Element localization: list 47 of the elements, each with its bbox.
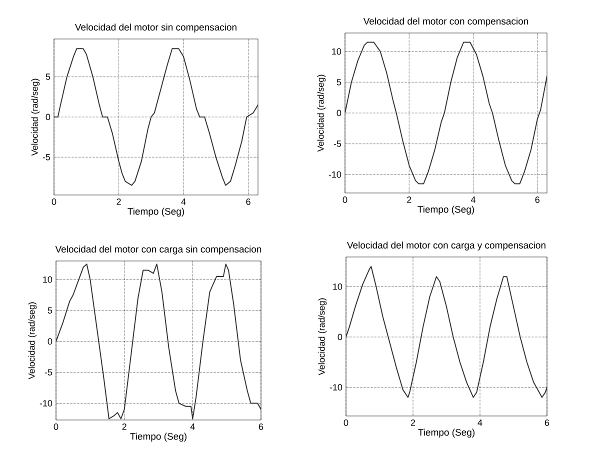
- x-tick-label: 4: [190, 424, 195, 430]
- x-tick-label: 0: [344, 420, 348, 426]
- y-tick-label: 0: [46, 114, 50, 120]
- y-axis-title: Velocidad (rad/seg): [28, 302, 37, 380]
- x-tick-label: 2: [407, 196, 412, 203]
- x-tick-label: 6: [544, 420, 550, 426]
- y-tick-label: -5: [334, 140, 342, 147]
- x-tick-label: 6: [246, 198, 250, 205]
- y-axis-title: Velocidad (rad/seg): [317, 74, 326, 152]
- y-tick-label: -10: [328, 171, 342, 178]
- y-axis-title: Velocidad (rad/seg): [318, 298, 327, 376]
- x-tick-label: 4: [470, 196, 476, 203]
- y-tick-label: -10: [330, 384, 342, 390]
- y-tick-label: 10: [332, 48, 342, 55]
- y-tick-label: 10: [43, 276, 52, 283]
- x-tick-label: 2: [122, 424, 126, 430]
- x-tick-label: 0: [54, 424, 58, 430]
- chart-title: Velocidad del motor con carga y compensacion: [347, 242, 546, 250]
- x-tick-label: 2: [116, 198, 121, 205]
- y-tick-label: 5: [336, 79, 342, 86]
- line-series: [346, 266, 547, 398]
- y-tick-label: -10: [40, 400, 52, 406]
- x-tick-label: 0: [52, 198, 56, 205]
- line-series: [56, 264, 261, 420]
- y-tick-label: 0: [338, 334, 342, 340]
- chart-title: Velocidad del motor con carga sin compensacion: [55, 246, 262, 254]
- x-tick-label: 2: [410, 420, 416, 426]
- y-tick-label: -5: [44, 369, 52, 376]
- x-axis-title: Tiempo (Seg): [128, 208, 184, 217]
- x-tick-label: 0: [342, 196, 348, 203]
- line-series: [345, 42, 547, 184]
- y-tick-label: 5: [46, 74, 50, 80]
- chart-title: Velocidad del motor con compensacion: [363, 18, 528, 26]
- x-tick-label: 4: [181, 198, 186, 205]
- y-tick-label: 5: [48, 307, 52, 314]
- x-tick-label: 6: [258, 424, 264, 430]
- x-axis-title: Tiempo (Seg): [130, 432, 186, 442]
- x-axis-title: Tiempo (Seg): [418, 428, 474, 438]
- x-axis-title: Tiempo (Seg): [418, 206, 474, 215]
- x-tick-label: 6: [535, 196, 540, 203]
- y-tick-label: 0: [336, 110, 342, 116]
- y-tick-label: -5: [42, 154, 50, 160]
- y-tick-label: 0: [48, 338, 52, 345]
- chart-title: Velocidad del motor sin compensacion: [74, 24, 236, 32]
- x-tick-label: 4: [478, 420, 482, 426]
- y-tick-label: 10: [333, 283, 342, 290]
- y-axis-title: Velocidad (rad/seg): [31, 78, 40, 156]
